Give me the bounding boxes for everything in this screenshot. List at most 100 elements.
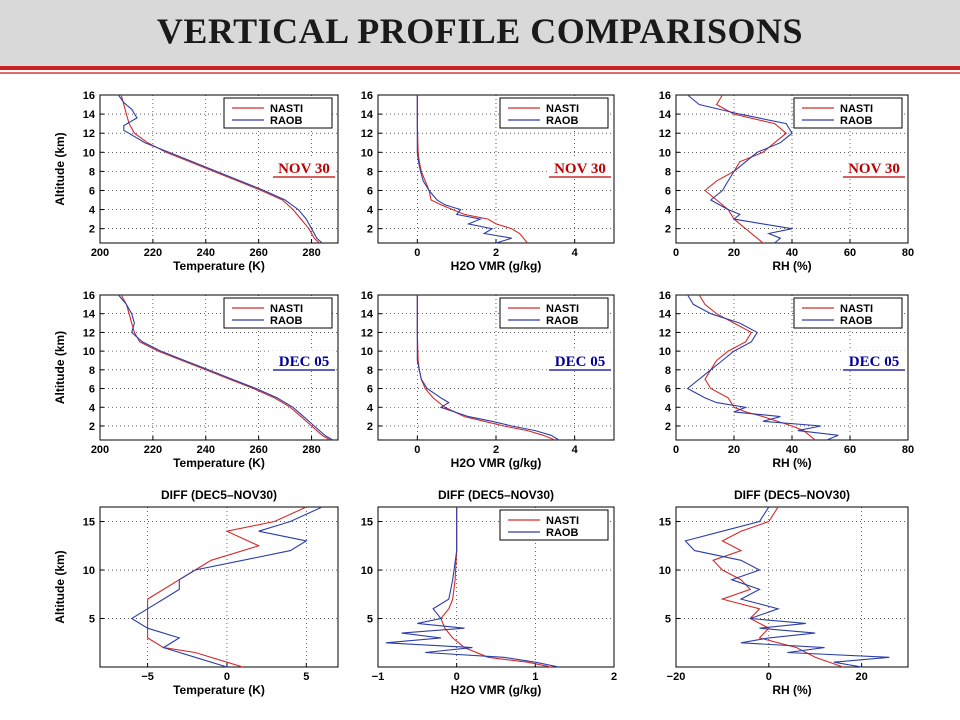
h2o-dec05-legend-box: [499, 297, 609, 329]
h2o-dec05-xtick-label: 2: [493, 444, 499, 456]
temp-diff-ytick-label: 10: [83, 565, 95, 577]
temp-dec05-legend-box: [223, 297, 333, 329]
h2o-nov30-ytick-label: 16: [361, 90, 373, 102]
temp-nov30-series-nasti: [120, 94, 320, 244]
h2o-dec05-ytick-label: 16: [361, 290, 373, 302]
h2o-nov30-legend-box: [499, 97, 609, 129]
h2o-nov30-xtick-label: 0: [414, 247, 420, 259]
rh-diff-title: DIFF (DEC5–NOV30): [734, 488, 850, 502]
rh-nov30-xtick-label: 0: [673, 247, 679, 259]
h2o-nov30-series-raob: [416, 95, 512, 244]
h2o-dec05-legend-label-nasti: NASTI: [546, 303, 579, 315]
rh-nov30-xtick-label: 40: [786, 247, 798, 259]
temp-dec05-xtick-label: 220: [144, 444, 162, 456]
temp-diff-ytick-label: 5: [89, 614, 95, 626]
temp-dec05-ylabel: Altitude (km): [53, 331, 67, 404]
rh-nov30-ytick-label: 2: [665, 224, 671, 236]
rh-dec05-xtick-label: 80: [902, 444, 914, 456]
rh-diff-series-nasti: [712, 506, 844, 668]
temp-dec05-legend-label-nasti: NASTI: [270, 303, 303, 315]
rh-diff-ytick-label: 10: [659, 565, 671, 577]
rh-nov30-ytick-label: 8: [665, 166, 671, 178]
temp-dec05-xtick-label: 240: [197, 444, 215, 456]
rh-dec05-ytick-label: 12: [659, 327, 671, 339]
h2o-nov30-tag: NOV 30: [554, 161, 606, 177]
rh-nov30-xtick-label: 60: [844, 247, 856, 259]
temp-nov30-xtick-label: 280: [302, 247, 320, 259]
temp-dec05-series-raob: [118, 294, 333, 441]
rh-diff-frame: [675, 506, 909, 668]
h2o-nov30-ytick-label: 2: [367, 224, 373, 236]
h2o-diff-series-raob: [385, 507, 560, 668]
temp-diff-series-nasti: [147, 506, 307, 668]
title-rule-light: [0, 72, 960, 74]
h2o-nov30-xtick-label: 2: [493, 247, 499, 259]
h2o-diff-ytick-label: 10: [361, 565, 373, 577]
temp-dec05-xtick-label: 260: [249, 444, 267, 456]
rh-dec05-ytick-label: 8: [665, 365, 671, 377]
rh-diff-xtick-label: 0: [766, 671, 772, 683]
h2o-diff-legend-box: [499, 509, 609, 541]
h2o-nov30-legend-label-nasti: NASTI: [546, 103, 579, 115]
temp-dec05-ytick-label: 2: [89, 421, 95, 433]
temp-nov30-ylabel: Altitude (km): [53, 132, 67, 205]
h2o-dec05-series-raob: [416, 295, 560, 441]
temp-nov30-ytick-label: 6: [89, 185, 95, 197]
rh-diff-series-raob: [684, 506, 890, 668]
h2o-nov30-xtick-label: 4: [572, 247, 579, 259]
rh-nov30-xtick-label: 20: [728, 247, 740, 259]
rh-nov30-xtick-label: 80: [902, 247, 914, 259]
rh-dec05-ytick-label: 14: [659, 309, 672, 321]
temp-diff-xtick-label: 5: [303, 671, 309, 683]
h2o-diff-ytick-label: 15: [361, 517, 373, 529]
temp-nov30-xlabel: Temperature (K): [173, 259, 265, 273]
rh-diff-ytick-label: 15: [659, 517, 671, 529]
h2o-nov30-legend-label-raob: RAOB: [546, 115, 578, 127]
rh-dec05-series-raob: [686, 294, 839, 441]
rh-dec05-tag: DEC 05: [849, 354, 899, 370]
temp-dec05-xtick-label: 280: [302, 444, 320, 456]
temp-dec05-ytick-label: 12: [83, 327, 95, 339]
rh-nov30-ytick-label: 4: [665, 205, 672, 217]
h2o-nov30-xlabel: H2O VMR (g/kg): [451, 259, 542, 273]
rh-nov30-xlabel: RH (%): [772, 259, 811, 273]
h2o-dec05-ytick-label: 14: [361, 309, 374, 321]
rh-dec05-legend-label-raob: RAOB: [840, 315, 872, 327]
rh-nov30-ytick-label: 6: [665, 185, 671, 197]
title-bar: [0, 0, 960, 66]
temp-dec05-ytick-label: 4: [89, 402, 96, 414]
h2o-nov30-tag-bg: [548, 158, 612, 178]
rh-nov30-ytick-label: 10: [659, 147, 671, 159]
temp-dec05-xlabel: Temperature (K): [173, 456, 265, 470]
temp-nov30-ytick-label: 12: [83, 128, 95, 140]
temp-diff-xtick-label: −5: [141, 671, 154, 683]
temp-nov30-xtick-label: 240: [197, 247, 215, 259]
rh-nov30-legend-label-raob: RAOB: [840, 115, 872, 127]
rh-dec05-legend-label-nasti: NASTI: [840, 303, 873, 315]
rh-dec05-ytick-label: 4: [665, 402, 672, 414]
h2o-dec05-ytick-label: 10: [361, 346, 373, 358]
h2o-nov30-series-nasti: [416, 95, 528, 244]
h2o-dec05-ytick-label: 12: [361, 327, 373, 339]
rh-dec05-xtick-label: 0: [673, 444, 679, 456]
rh-dec05-xtick-label: 60: [844, 444, 856, 456]
temp-dec05-ytick-label: 10: [83, 346, 95, 358]
rh-nov30-legend-label-nasti: NASTI: [840, 103, 873, 115]
h2o-diff-xtick-label: 1: [532, 671, 538, 683]
temp-dec05-ytick-label: 6: [89, 384, 95, 396]
temp-nov30-legend-label-raob: RAOB: [270, 115, 302, 127]
rh-dec05-ytick-label: 16: [659, 290, 671, 302]
h2o-diff-xtick-label: 0: [454, 671, 460, 683]
rh-diff-xtick-label: −20: [667, 671, 686, 683]
h2o-nov30-ytick-label: 12: [361, 128, 373, 140]
rh-dec05-ytick-label: 2: [665, 421, 671, 433]
h2o-diff-series-nasti: [440, 507, 552, 668]
h2o-dec05-ytick-label: 2: [367, 421, 373, 433]
h2o-nov30-ytick-label: 10: [361, 147, 373, 159]
h2o-dec05-xtick-label: 0: [414, 444, 420, 456]
temp-dec05-series-nasti: [120, 294, 331, 441]
temp-nov30-ytick-label: 10: [83, 147, 95, 159]
h2o-dec05-series-nasti: [416, 295, 556, 441]
rh-diff-xlabel: RH (%): [772, 683, 811, 697]
title-rule: [0, 66, 960, 70]
